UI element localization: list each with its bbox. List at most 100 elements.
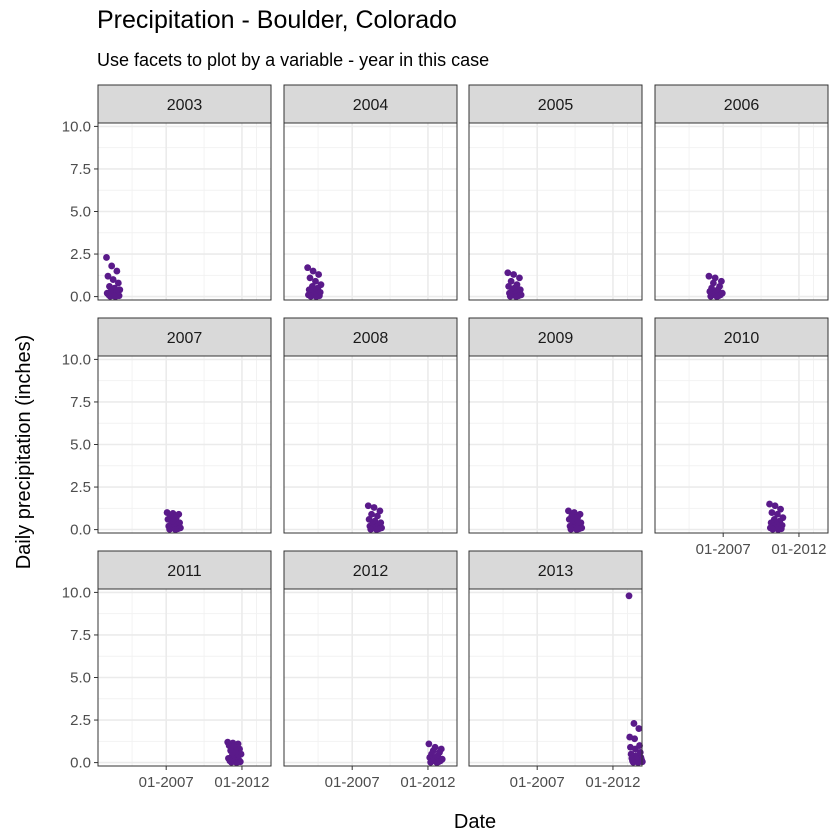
y-tick-label: 7.5 [70, 161, 91, 178]
data-point [635, 725, 643, 732]
facet-strip [468, 317, 643, 357]
data-point [228, 758, 235, 766]
facet-panels: 2003 2004 2005 2006 2007 2008 2009 2010 2011 2012… [97, 84, 829, 767]
data-point [516, 274, 523, 282]
facet-strip [468, 550, 643, 590]
facet-strip-label: 2012 [353, 563, 389, 580]
facet-panel-2009: 2009 [468, 317, 643, 534]
panel-border [468, 588, 643, 767]
data-point [315, 271, 323, 278]
x-tick-label: 01-2012 [771, 541, 826, 558]
data-point [106, 282, 113, 290]
data-point [717, 277, 725, 285]
y-tick-label: 5.0 [70, 437, 91, 454]
data-point [309, 267, 317, 275]
data-point [233, 759, 241, 766]
data-point [306, 274, 314, 282]
data-point [631, 735, 639, 743]
data-point [774, 510, 781, 518]
facet-strip-label: 2013 [538, 563, 574, 580]
y-tick-label: 2.5 [70, 479, 91, 496]
data-point [370, 504, 378, 511]
panel-border [283, 122, 458, 301]
facet-strip-label: 2003 [167, 97, 203, 114]
panel-border [283, 355, 458, 534]
facet-panel-2012: 2012 [283, 550, 458, 767]
data-point [506, 292, 514, 300]
y-tick-label: 7.5 [70, 627, 91, 644]
chart-title: Precipitation - Boulder, Colorado [97, 6, 457, 34]
data-point [711, 274, 719, 282]
data-point [312, 277, 319, 285]
x-tick-label: 01-2012 [585, 774, 640, 791]
data-point [634, 759, 642, 766]
data-point [111, 293, 119, 300]
facet-panel-2007: 2007 [97, 317, 272, 534]
data-point [114, 279, 122, 287]
data-point [376, 507, 384, 515]
data-point [364, 502, 372, 510]
data-point [104, 272, 112, 280]
facet-strip [468, 84, 643, 124]
panel-border [654, 355, 829, 534]
y-tick-label: 0.0 [70, 755, 91, 772]
data-point [307, 292, 315, 300]
data-point [705, 272, 713, 280]
data-point [367, 525, 375, 533]
y-axis-ticks: 0.0 2.5 5.0 7.5 10.0 0.0 2.5 5.0 7.5 10.0 0.0 2.5 5.… [62, 118, 98, 772]
x-tick-label: 01-2007 [510, 774, 565, 791]
data-point [629, 758, 637, 766]
y-tick-label: 10.0 [62, 118, 91, 135]
data-point [567, 525, 575, 533]
facet-panel-2010: 2010 [654, 317, 829, 534]
panel-border [654, 122, 829, 301]
facet-strip [283, 317, 458, 357]
data-point [425, 740, 433, 748]
data-point [565, 515, 573, 523]
panel-border [283, 588, 458, 767]
data-point [512, 293, 520, 300]
y-tick-label: 7.5 [70, 394, 91, 411]
x-tick-label: 01-2012 [400, 774, 455, 791]
data-point [771, 502, 779, 510]
facet-strip [97, 317, 272, 357]
facet-strip [283, 84, 458, 124]
data-point [766, 500, 773, 508]
data-point [368, 510, 375, 518]
data-point [108, 262, 116, 270]
data-point [504, 269, 512, 277]
facet-panel-2013: 2013 [468, 550, 646, 767]
data-point [510, 271, 518, 278]
panel-border [468, 355, 643, 534]
facet-strip-label: 2004 [353, 97, 389, 114]
data-point [777, 505, 784, 513]
facet-strip [97, 84, 272, 124]
data-point [507, 277, 515, 285]
data-point [565, 507, 572, 515]
facet-strip-label: 2006 [724, 97, 760, 114]
data-point [427, 758, 435, 766]
data-point [769, 525, 777, 533]
facet-panel-2004: 2004 [283, 84, 458, 301]
data-point [709, 279, 717, 287]
y-tick-label: 5.0 [70, 204, 91, 221]
facet-strip-label: 2005 [538, 97, 574, 114]
data-point [505, 282, 513, 290]
data-point [164, 515, 172, 523]
facet-strip [283, 550, 458, 590]
data-point [166, 525, 174, 533]
x-axis-title: Date [454, 811, 496, 833]
facet-panel-2003: 2003 [97, 84, 272, 301]
data-point [433, 759, 441, 766]
data-point [630, 720, 638, 727]
y-tick-label: 10.0 [62, 584, 91, 601]
y-tick-label: 0.0 [70, 522, 91, 539]
facet-panel-2005: 2005 [468, 84, 643, 301]
facet-panel-2008: 2008 [283, 317, 458, 534]
x-axis-ticks: 01-2007 01-2012 01-2007 01-2012 01-2007 01-20… [139, 533, 826, 791]
data-point [365, 515, 373, 523]
data-point [106, 292, 114, 300]
data-point [631, 745, 639, 753]
x-tick-label: 01-2007 [325, 774, 380, 791]
